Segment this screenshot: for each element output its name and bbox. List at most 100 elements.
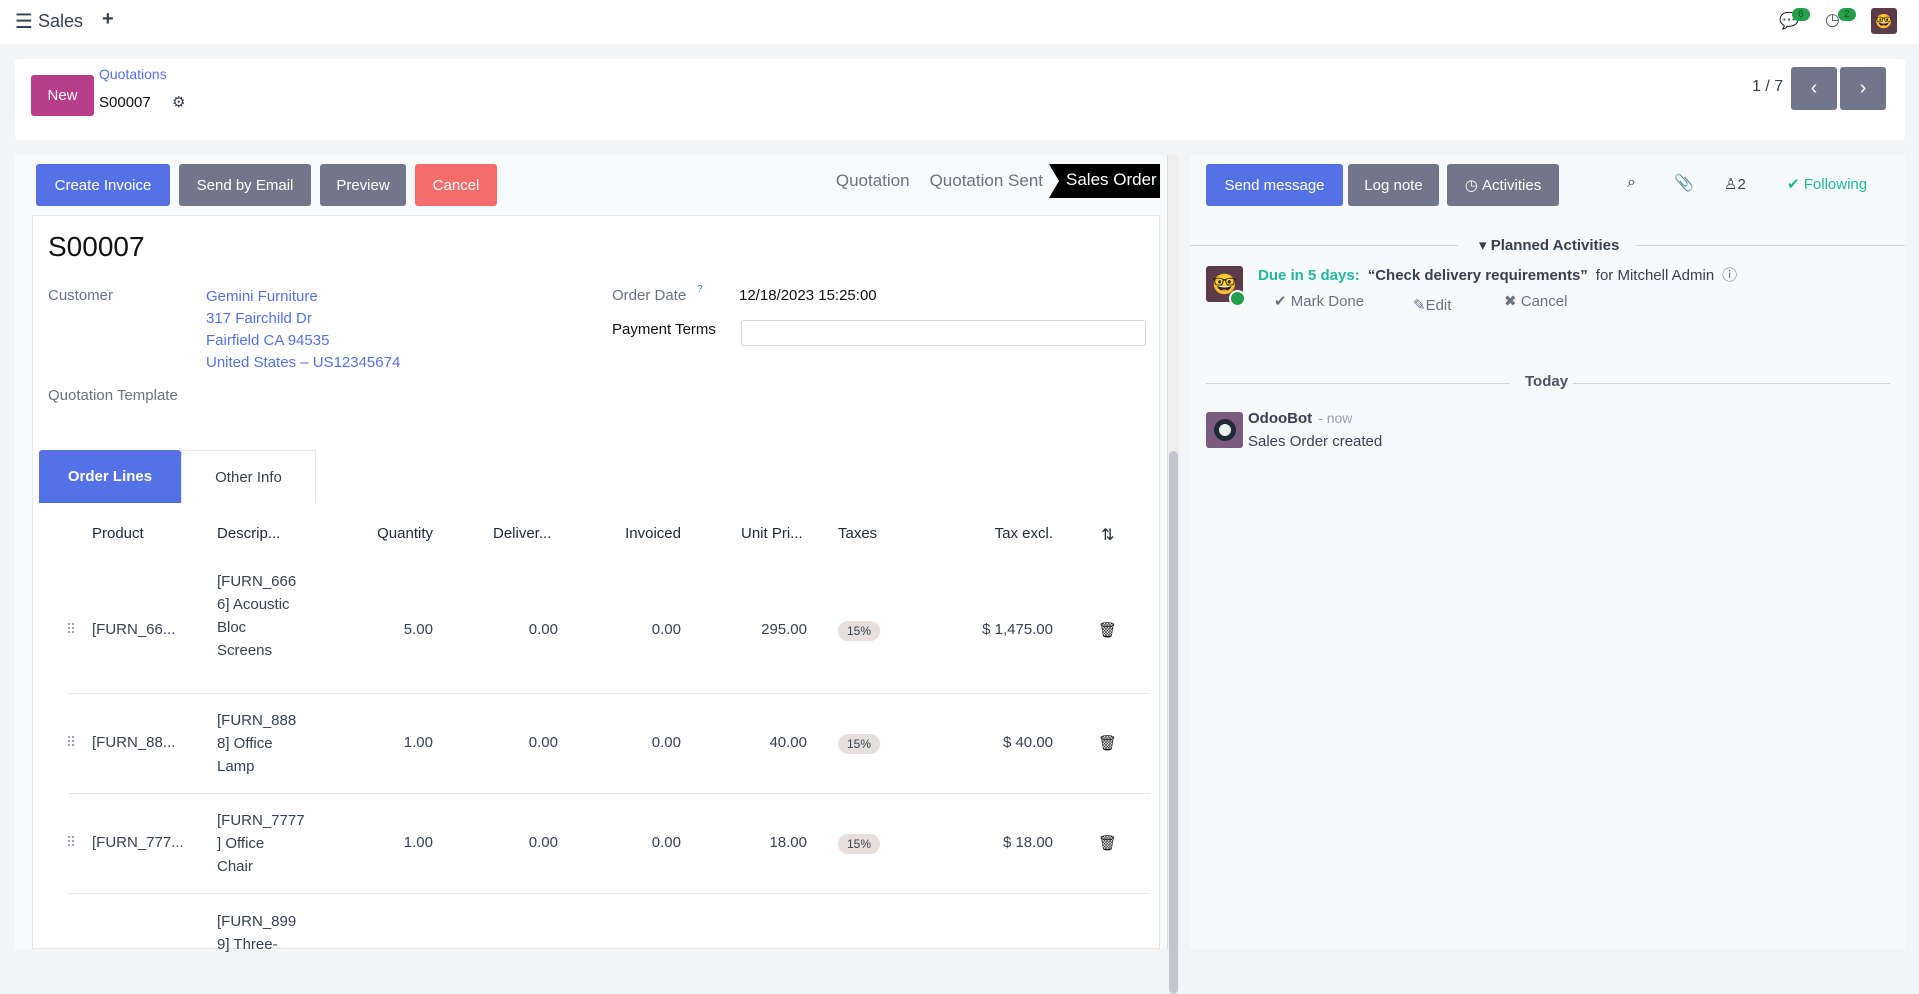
help-icon[interactable]: ?	[697, 284, 703, 295]
order-date-value[interactable]: 12/18/2023 15:25:00	[739, 287, 877, 304]
line-description[interactable]: Lamp	[217, 758, 255, 775]
tab-other-info[interactable]: Other Info	[181, 450, 316, 503]
customer-street[interactable]: 317 Fairchild Dr	[206, 310, 312, 327]
plus-icon[interactable]: +	[102, 8, 114, 30]
line-description[interactable]: Chair	[217, 858, 253, 875]
line-invoiced[interactable]: 0.00	[651, 834, 681, 851]
line-quantity[interactable]: 1.00	[403, 734, 433, 751]
col-taxes[interactable]: Taxes	[838, 525, 878, 542]
breadcrumb-quotations[interactable]: Quotations	[99, 66, 167, 82]
customer-label: Customer	[48, 287, 114, 304]
tab-order-lines[interactable]: Order Lines	[39, 450, 181, 503]
scrollbar[interactable]	[1167, 155, 1179, 994]
line-subtotal: $ 40.00	[1002, 734, 1053, 751]
activities-button[interactable]: ◷ Activities	[1447, 164, 1559, 206]
activity-due: Due in 5 days:	[1258, 267, 1360, 284]
drag-handle-icon[interactable]: ⠿	[66, 621, 76, 637]
tax-badge[interactable]: 15%	[838, 834, 881, 854]
mark-done-label: Mark Done	[1290, 293, 1365, 310]
line-product[interactable]: [FURN_88...	[92, 734, 176, 751]
line-delivered[interactable]: 0.00	[528, 621, 558, 638]
col-description[interactable]: Descrip...	[217, 525, 281, 542]
info-icon[interactable]: ⓘ	[1722, 267, 1738, 284]
customer-name[interactable]: Gemini Furniture	[206, 288, 318, 305]
line-product[interactable]: [FURN_66...	[92, 621, 176, 638]
trash-icon[interactable]: 🗑	[1098, 735, 1118, 752]
new-button[interactable]: New	[31, 75, 94, 116]
line-description[interactable]: 6] Acoustic	[217, 596, 290, 613]
pager-value: 1 / 7	[1752, 78, 1784, 95]
statusbar: Quotation Quotation Sent	[836, 171, 1043, 191]
customer-country[interactable]: United States – US12345674	[206, 354, 401, 371]
following-button[interactable]: ✔ Following	[1787, 176, 1868, 193]
line-delivered[interactable]: 0.00	[528, 834, 558, 851]
col-unit-price[interactable]: Unit Pri...	[741, 525, 803, 542]
message-header: OdooBot - now	[1248, 410, 1352, 427]
cancel-activity-button[interactable]: ✖ Cancel	[1504, 293, 1568, 310]
drag-handle-icon[interactable]: ⠿	[66, 734, 76, 750]
log-note-button[interactable]: Log note	[1348, 164, 1439, 206]
tax-badge[interactable]: 15%	[838, 734, 881, 754]
status-sales-order[interactable]: Sales Order	[1049, 164, 1160, 198]
clock-icon: ◷	[1464, 177, 1483, 194]
col-quantity[interactable]: Quantity	[377, 525, 433, 542]
line-description[interactable]: [FURN_888	[217, 712, 297, 729]
line-description[interactable]: [FURN_7777	[217, 812, 305, 829]
planned-activities-toggle[interactable]: ▾ Planned Activities	[1479, 237, 1620, 254]
line-quantity[interactable]: 5.00	[403, 621, 433, 638]
customer-city[interactable]: Fairfield CA 94535	[206, 332, 330, 349]
line-delivered[interactable]: 0.00	[528, 734, 558, 751]
status-quotation-sent[interactable]: Quotation Sent	[929, 171, 1043, 190]
clock-icon[interactable]: ◷	[1825, 10, 1840, 29]
cancel-activity-label: Cancel	[1520, 293, 1568, 310]
cancel-button[interactable]: Cancel	[415, 164, 497, 206]
send-email-button[interactable]: Send by Email	[179, 164, 311, 206]
column-settings-icon[interactable]: ⇅	[1101, 527, 1115, 544]
following-label: Following	[1803, 176, 1868, 193]
line-description[interactable]: [FURN_666	[217, 573, 297, 590]
messages-badge: 6	[1792, 8, 1810, 21]
user-avatar[interactable]: 🤓	[1871, 8, 1897, 34]
paperclip-icon[interactable]: 📎	[1674, 175, 1694, 192]
preview-button[interactable]: Preview	[320, 164, 406, 206]
trash-icon[interactable]: 🗑	[1098, 622, 1118, 639]
menu-icon[interactable]: ☰	[15, 11, 33, 33]
mark-done-button[interactable]: ✔ Mark Done	[1274, 293, 1365, 310]
line-unit-price[interactable]: 295.00	[761, 621, 807, 638]
followers-button[interactable]: ♙2	[1724, 175, 1746, 193]
line-description[interactable]: 8] Office	[217, 735, 273, 752]
drag-handle-icon[interactable]: ⠿	[66, 834, 76, 850]
col-tax-excl[interactable]: Tax excl.	[994, 525, 1053, 542]
line-invoiced[interactable]: 0.00	[651, 621, 681, 638]
row-divider	[68, 693, 1150, 694]
pager-previous-button[interactable]: ‹	[1791, 67, 1837, 110]
line-description[interactable]: Bloc	[217, 619, 247, 636]
send-message-button[interactable]: Send message	[1206, 164, 1343, 206]
col-invoiced[interactable]: Invoiced	[625, 525, 681, 542]
payment-terms-input[interactable]	[741, 320, 1146, 346]
line-description[interactable]: ] Office	[217, 835, 265, 852]
line-description[interactable]: Screens	[217, 642, 273, 659]
message-author[interactable]: OdooBot	[1248, 410, 1313, 427]
col-delivered[interactable]: Deliver...	[493, 525, 552, 542]
line-product[interactable]: [FURN_777...	[92, 834, 184, 851]
line-description[interactable]: [FURN_899	[217, 913, 297, 930]
pager-next-button[interactable]: ›	[1840, 67, 1886, 110]
line-unit-price[interactable]: 18.00	[769, 834, 807, 851]
trash-icon[interactable]: 🗑	[1098, 835, 1118, 852]
edit-activity-button[interactable]: ✎Edit	[1413, 297, 1452, 314]
create-invoice-button[interactable]: Create Invoice	[36, 164, 170, 206]
app-name[interactable]: Sales	[38, 11, 84, 31]
line-quantity[interactable]: 1.00	[403, 834, 433, 851]
search-icon[interactable]: ⌕	[1627, 174, 1636, 191]
status-quotation[interactable]: Quotation	[835, 171, 910, 190]
gear-icon[interactable]: ⚙	[172, 94, 186, 111]
tax-badge[interactable]: 15%	[838, 621, 881, 641]
top-navbar: ☰ Sales + 💬 6 ◷ 2 🤓	[0, 0, 1919, 44]
col-product[interactable]: Product	[92, 525, 144, 542]
edit-label: Edit	[1425, 297, 1452, 314]
line-invoiced[interactable]: 0.00	[651, 734, 681, 751]
scrollbar-thumb[interactable]	[1169, 451, 1178, 994]
line-description[interactable]: 9] Three-	[217, 936, 278, 953]
line-unit-price[interactable]: 40.00	[769, 734, 807, 751]
